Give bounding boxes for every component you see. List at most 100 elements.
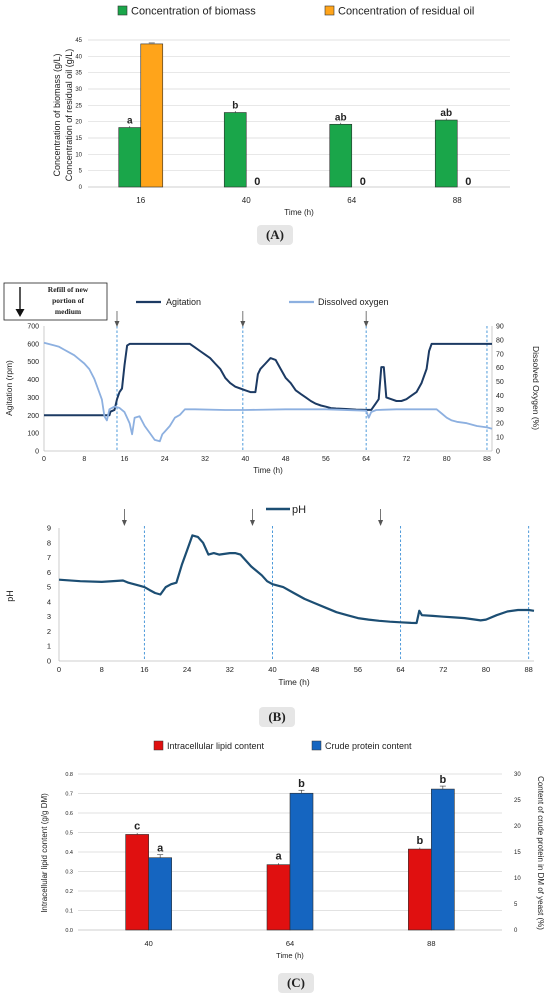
y2-tick-label: 10	[514, 876, 521, 882]
y2-tick-label: 0	[514, 928, 518, 934]
y-tick-label: 5	[47, 583, 51, 592]
y-tick-label: 600	[27, 341, 39, 348]
significance-letter: b	[232, 101, 238, 112]
y-tick-label: 9	[47, 524, 51, 533]
y-tick-label: 500	[27, 359, 39, 366]
y-tick-label: 0.0	[65, 928, 73, 934]
x-tick-label: 0	[57, 665, 61, 674]
x-tick-label: 16	[136, 196, 145, 205]
zero-value-label: 0	[254, 176, 260, 188]
significance-letter: b	[298, 778, 305, 790]
bar-biomass	[223, 112, 247, 188]
legend-swatch	[117, 5, 128, 16]
y-tick-label: 7	[47, 553, 51, 562]
legend-label: Intracellular lipid content	[167, 741, 265, 751]
significance-letter: b	[439, 774, 446, 786]
x-axis-title: Time (h)	[284, 208, 314, 217]
legend-label: Concentration of biomass	[131, 6, 256, 18]
y-axis-title: pH	[5, 590, 15, 602]
bar-biomass	[118, 127, 142, 188]
y-tick-label: 40	[75, 54, 82, 60]
series-line-agitation	[44, 342, 492, 417]
legend-label: Agitation	[166, 297, 201, 307]
significance-letter: a	[275, 851, 282, 863]
y2-tick-label: 25	[514, 798, 521, 804]
x-tick-label: 64	[347, 196, 356, 205]
x-tick-label: 64	[362, 456, 370, 463]
x-tick-label: 64	[396, 665, 404, 674]
x-tick-label: 40	[144, 939, 152, 948]
x-tick-label: 56	[322, 456, 330, 463]
y2-tick-label: 20	[514, 824, 521, 830]
bar-protein	[148, 857, 172, 931]
x-tick-label: 0	[42, 456, 46, 463]
y2-tick-label: 70	[496, 351, 504, 358]
refill-arrow-head	[363, 321, 369, 327]
x-tick-label: 24	[161, 456, 169, 463]
legend-label: pH	[292, 504, 306, 516]
y-tick-label: 10	[75, 152, 82, 158]
y-tick-label: 2	[47, 627, 51, 636]
x-tick-label: 48	[282, 456, 290, 463]
y-tick-label: 15	[75, 136, 82, 142]
y-tick-label: 8	[47, 538, 51, 547]
y2-tick-label: 30	[514, 772, 521, 778]
x-tick-label: 16	[140, 665, 148, 674]
y-tick-label: 0.3	[65, 870, 73, 876]
panel-label-c: (C)	[278, 973, 314, 993]
refill-annotation-text: portion of	[52, 296, 84, 305]
y-tick-label: 0.7	[65, 792, 73, 798]
y-tick-label: 5	[79, 169, 83, 175]
refill-arrow-head	[114, 321, 120, 327]
y2-tick-label: 50	[496, 379, 504, 386]
legend-swatch	[324, 5, 335, 16]
x-tick-label: 48	[311, 665, 319, 674]
significance-letter: a	[157, 843, 164, 855]
x-tick-label: 88	[453, 196, 462, 205]
bar-protein	[289, 792, 314, 931]
series-line-ph	[58, 534, 535, 625]
significance-letter: c	[134, 820, 140, 832]
x-tick-label: 24	[183, 665, 191, 674]
x-axis-title: Time (h)	[278, 677, 309, 687]
x-tick-label: 16	[121, 456, 129, 463]
x-tick-label: 80	[482, 665, 490, 674]
y2-tick-label: 5	[514, 902, 518, 908]
y-axis-title: Concentration of residual oil (g/L)	[64, 49, 74, 182]
y2-tick-label: 80	[496, 337, 504, 344]
legend-label: Concentration of residual oil	[338, 6, 474, 18]
y-tick-label: 300	[27, 395, 39, 402]
bar-lipid	[125, 834, 149, 931]
y-tick-label: 6	[47, 568, 51, 577]
y-tick-label: 0	[79, 185, 83, 191]
y-tick-label: 4	[47, 597, 51, 606]
y2-tick-label: 15	[514, 850, 521, 856]
significance-letter: ab	[440, 108, 452, 119]
x-tick-label: 64	[286, 939, 294, 948]
y2-axis-title: Content of crude protein in DM of yeast …	[536, 776, 545, 930]
x-tick-label: 40	[268, 665, 276, 674]
refill-arrow-head	[121, 520, 127, 526]
bar-biomass	[329, 123, 353, 188]
y-tick-label: 1	[47, 642, 51, 651]
y-tick-label: 0.6	[65, 811, 73, 817]
y-tick-label: 400	[27, 377, 39, 384]
refill-arrow-head	[249, 520, 255, 526]
y2-tick-label: 20	[496, 421, 504, 428]
y-tick-label: 700	[27, 324, 39, 331]
x-tick-label: 32	[201, 456, 209, 463]
x-tick-label: 72	[403, 456, 411, 463]
x-tick-label: 8	[100, 665, 104, 674]
x-tick-label: 88	[483, 456, 491, 463]
y-tick-label: 0.1	[65, 909, 73, 915]
y-tick-label: 3	[47, 612, 51, 621]
y-tick-label: 0.8	[65, 772, 73, 778]
legend-swatch	[153, 740, 164, 751]
y-tick-label: 30	[75, 87, 82, 93]
y-tick-label: 100	[27, 431, 39, 438]
y2-tick-label: 60	[496, 365, 504, 372]
y-tick-label: 35	[75, 71, 82, 77]
significance-letter: b	[416, 835, 423, 847]
x-axis-title: Time (h)	[276, 951, 304, 960]
y-axis-title: Intracellular lipid content (g/g DM)	[40, 793, 49, 913]
